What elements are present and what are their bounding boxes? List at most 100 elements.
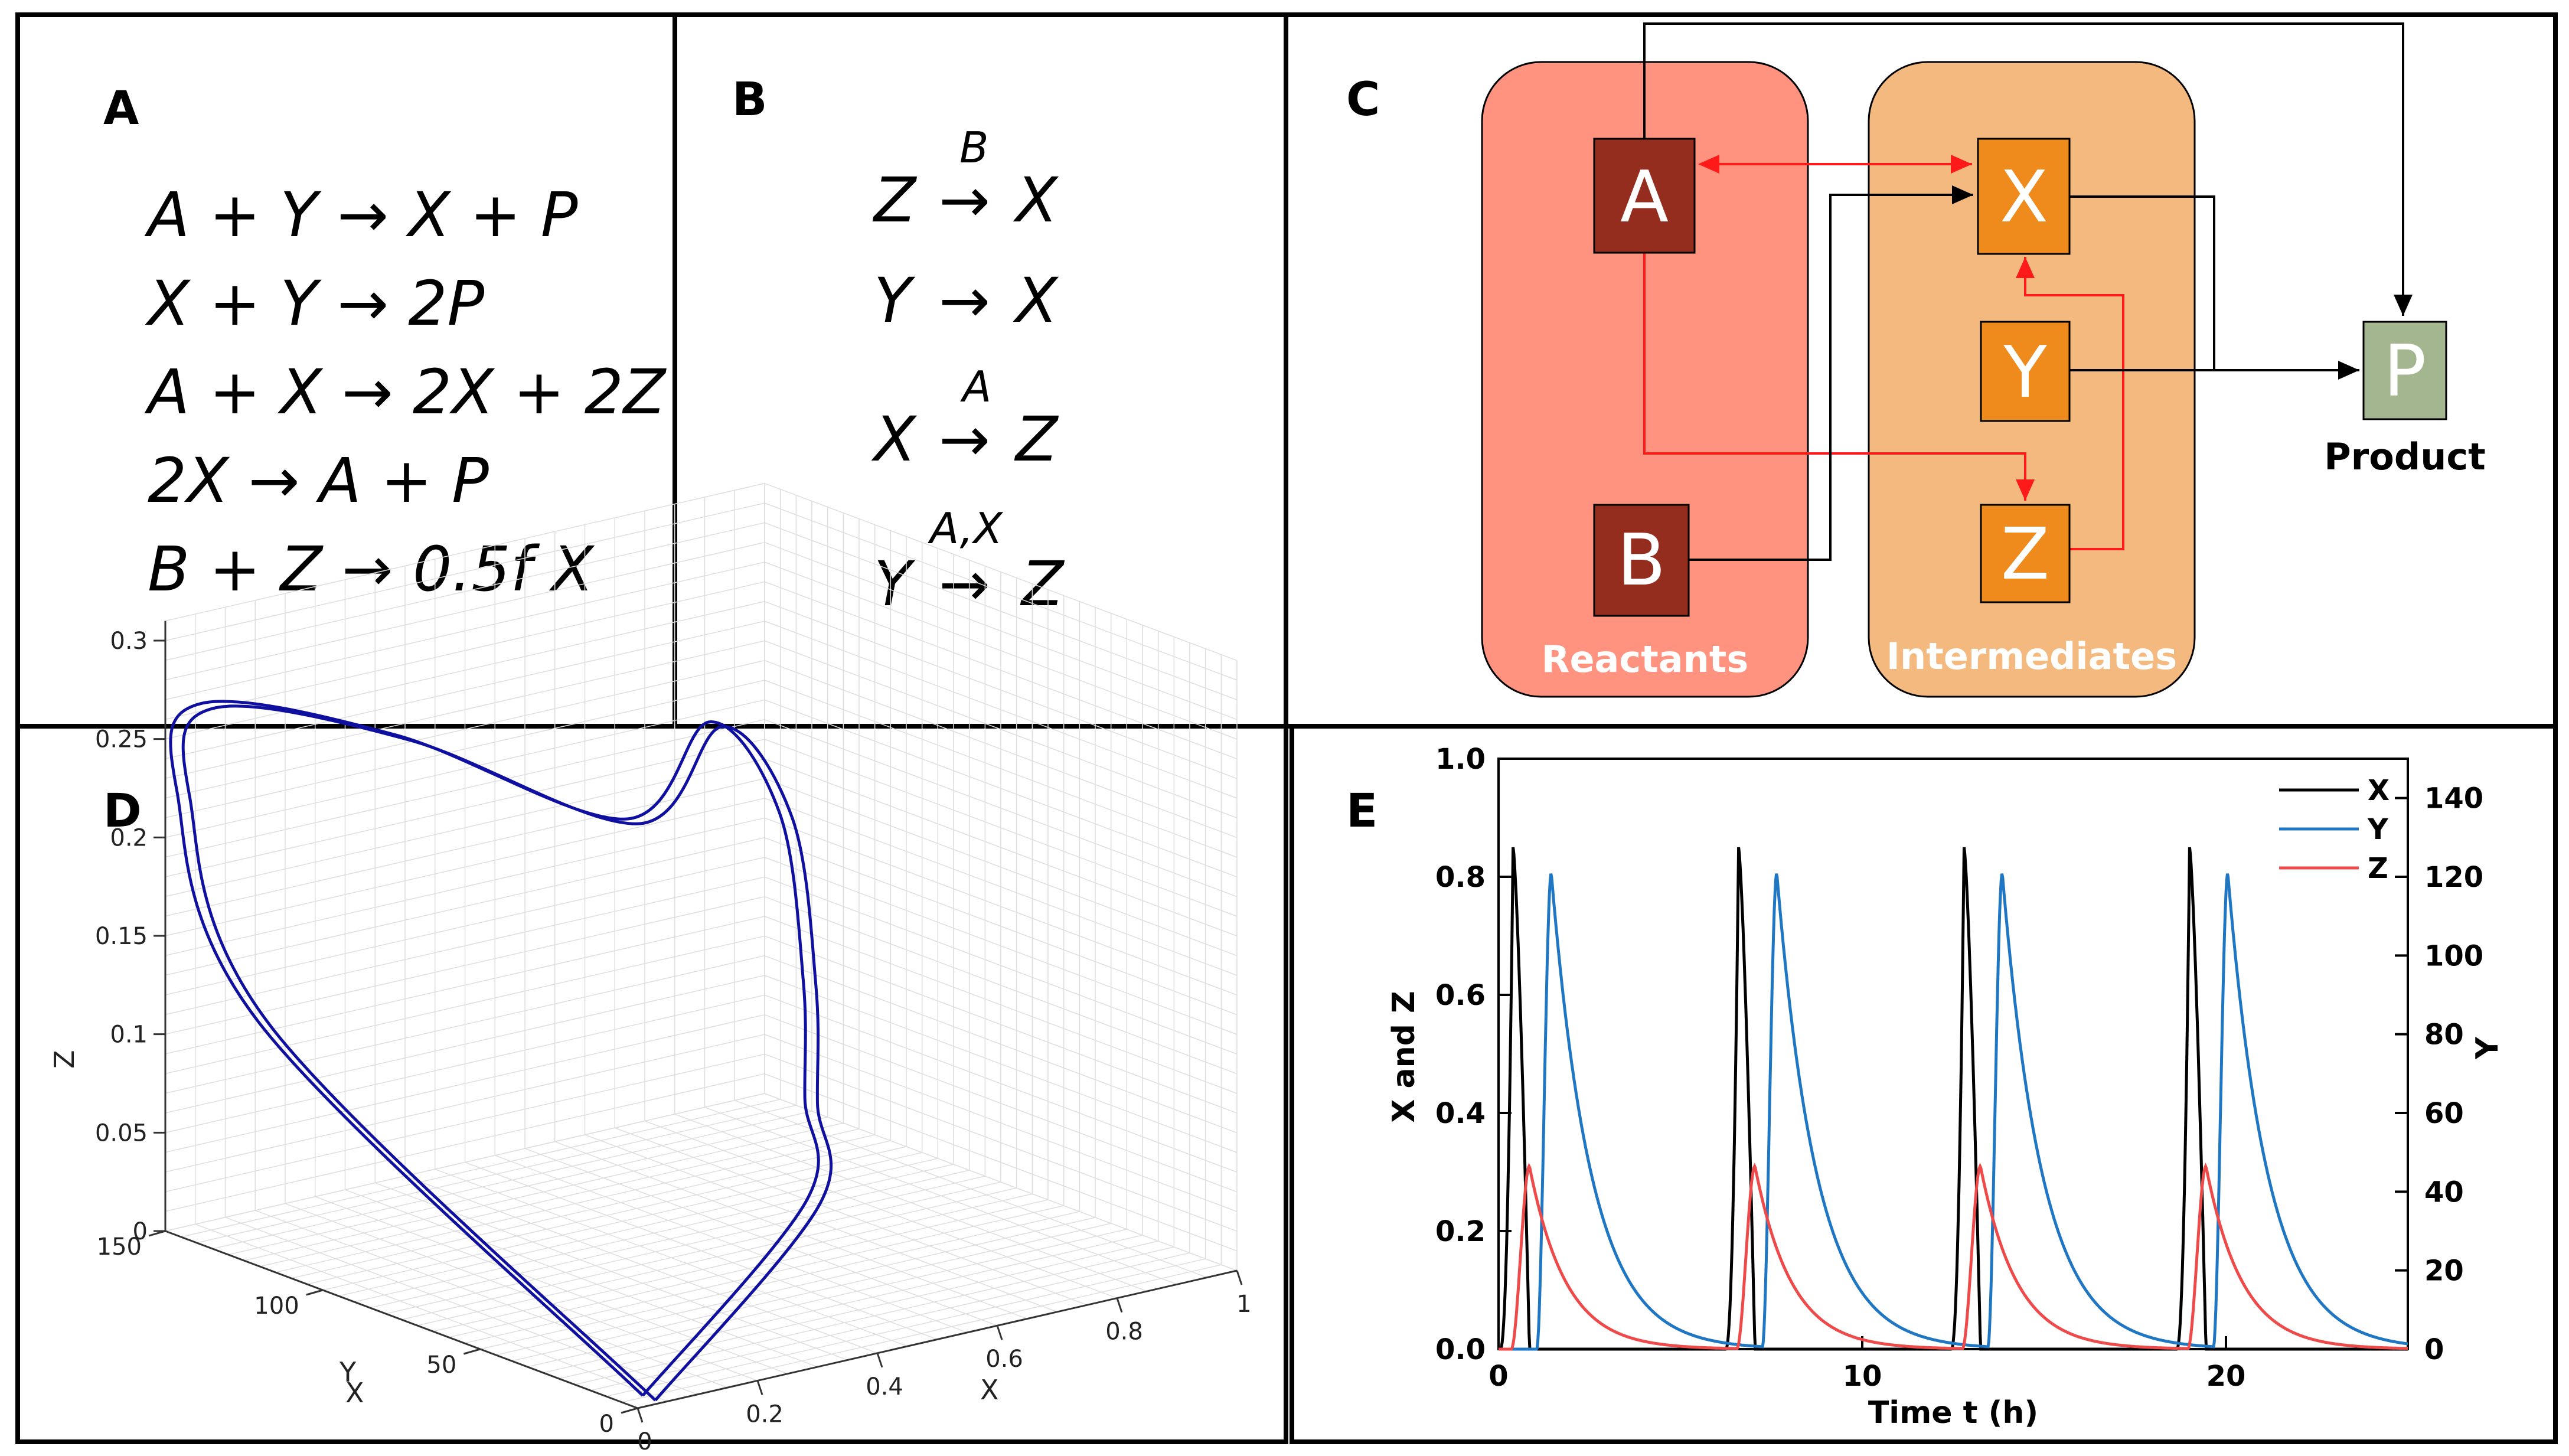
d-grid-line — [165, 896, 765, 1035]
d-grid-line — [354, 1164, 954, 1302]
d-grid-line — [165, 975, 765, 1114]
d-z-tick-label: 0.05 — [95, 1119, 148, 1147]
d-grid-line — [275, 1134, 875, 1273]
d-grid-line — [764, 1053, 1238, 1232]
d-grid-line — [228, 1117, 828, 1255]
reaction-3-arrow: → — [939, 403, 990, 475]
node-z-box — [1980, 504, 2071, 603]
d-z-tick-label: 0.1 — [110, 1021, 148, 1049]
e-x-tick-label: 10 — [1843, 1360, 1882, 1393]
d-grid-line — [764, 522, 1238, 701]
d-grid-line — [165, 581, 765, 720]
e-y-axis-title: X and Z — [1386, 991, 1422, 1122]
node-y: Y — [1980, 321, 2071, 422]
d-z-axis-title: Z — [48, 1050, 80, 1069]
d-grid-line — [543, 1235, 1143, 1373]
d-grid-line — [764, 778, 1238, 956]
d-grid-line — [165, 955, 765, 1094]
edge-b-to-x — [1689, 185, 1973, 561]
e-y-right-tick-label: 40 — [2424, 1176, 2464, 1209]
equation-2: X + Y → 2P — [145, 267, 484, 339]
e-y-tick-label: 0.0 — [1435, 1333, 1486, 1366]
d-axis-line — [637, 1269, 1238, 1409]
e-y-tick-label: 0.4 — [1435, 1097, 1486, 1130]
d-grid-line — [165, 640, 765, 779]
d-grid-line — [764, 482, 1238, 661]
trajectory-curve-outer — [169, 700, 820, 1397]
e-x-tick-label: 0 — [1488, 1360, 1508, 1393]
d-y-tick-mark — [463, 1348, 481, 1355]
d-axes — [164, 621, 1238, 1409]
d-grid-line — [181, 1099, 781, 1238]
d-grid-line — [764, 1034, 1238, 1212]
d-grid-line — [764, 955, 1238, 1134]
d-x-tick-label: 1 — [1236, 1291, 1251, 1318]
d-grid-line — [764, 975, 1238, 1153]
d-grid-line — [165, 739, 765, 877]
e-legend: XYZ — [2279, 774, 2390, 885]
e-series-y — [1499, 873, 2408, 1351]
reaction-2-from: Y — [874, 265, 916, 337]
d-grid-line — [764, 758, 1238, 937]
d-grid-line — [165, 837, 765, 976]
d-grid-line — [764, 581, 1238, 760]
e-ticks-bottom: 0 10 20 — [1488, 1336, 2245, 1393]
node-p-box — [2362, 321, 2447, 420]
panel-c: C Reactants Intermediates A — [1346, 22, 2486, 698]
node-y-label: Y — [2003, 332, 2047, 414]
d-x-tick-mark — [996, 1325, 1003, 1340]
e-y-tick-label: 1.0 — [1435, 743, 1486, 776]
d-grid-line — [764, 640, 1238, 819]
node-b: B — [1593, 504, 1690, 617]
d-grid-line — [165, 660, 765, 799]
d-grid-line — [559, 1240, 1158, 1379]
node-p-label: P — [2384, 331, 2426, 413]
d-grid-line — [606, 1258, 1206, 1397]
reaction-3-from: X — [871, 403, 918, 475]
d-grid-line — [165, 1093, 765, 1232]
equation-1: A + Y → X + P — [144, 179, 578, 251]
reaction-3: A X → Z — [871, 362, 1059, 475]
d-grid-line — [764, 660, 1238, 838]
e-legend-label: Z — [2368, 852, 2388, 885]
d-grid-line — [764, 1014, 1238, 1193]
reaction-2-arrow: → — [939, 265, 990, 337]
d-grid-line — [764, 837, 1238, 1016]
e-x-tick-label: 20 — [2206, 1360, 2246, 1393]
reactants-label: Reactants — [1542, 638, 1749, 681]
equation-5: B + Z → 0.5f X — [148, 533, 595, 605]
d-x-tick-mark — [1236, 1270, 1243, 1285]
d-grid-line — [165, 482, 765, 622]
d-x-axis-title-right: X — [980, 1374, 999, 1406]
d-grid-line — [165, 817, 765, 956]
d-grid-line — [764, 876, 1238, 1055]
node-z-label: Z — [2001, 514, 2049, 596]
reaction-4-arrow: → — [939, 548, 990, 620]
trajectory-curve-inner — [181, 704, 833, 1402]
d-y-tick-label: 150 — [97, 1233, 142, 1261]
panel-d-letter: D — [103, 785, 142, 838]
d-grid-line — [764, 916, 1238, 1094]
d-grid-line — [338, 1158, 938, 1297]
d-ticks: 00.20.40.60.8105010015000.050.10.150.20.… — [95, 628, 1252, 1455]
d-y-axis-title: Y — [339, 1356, 357, 1388]
e-y-right-axis-title: Y — [2470, 1036, 2505, 1060]
product-label: Product — [2324, 435, 2486, 478]
node-a-box — [1593, 138, 1696, 254]
d-grid-line — [511, 1223, 1111, 1362]
d-y-tick-label: 50 — [426, 1351, 456, 1379]
e-y-tick-label: 0.8 — [1435, 861, 1486, 894]
d-grid — [165, 482, 1238, 1409]
d-grid-line — [165, 994, 765, 1134]
d-grid-line — [306, 1146, 907, 1285]
d-grid-line — [165, 1014, 765, 1153]
panel-e: E 0.00.20.40.60.81.0 020406080100120140 … — [1346, 743, 2505, 1431]
d-grid-line — [764, 502, 1238, 681]
d-x-tick-label: 0.6 — [985, 1346, 1023, 1373]
d-axis-line — [165, 1230, 638, 1409]
d-grid-line — [165, 1073, 765, 1212]
e-y-right-tick-label: 0 — [2424, 1333, 2444, 1366]
node-a: A — [1593, 138, 1696, 254]
d-x-tick-label: 0.2 — [746, 1400, 784, 1428]
edge-z-to-x — [2016, 257, 2124, 550]
